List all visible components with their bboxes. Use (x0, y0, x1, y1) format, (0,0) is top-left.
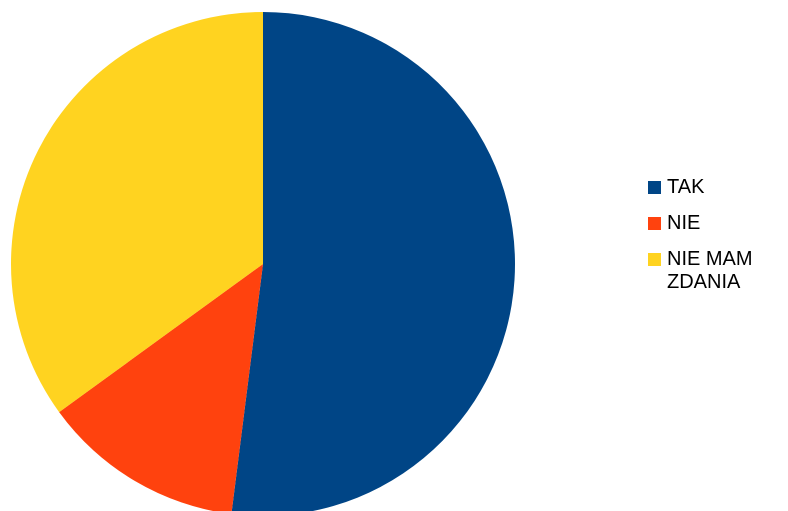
chart-legend: TAK NIE NIE MAM ZDANIA (648, 176, 753, 307)
legend-label: TAK (667, 176, 705, 198)
legend-item: NIE MAM ZDANIA (648, 248, 753, 294)
pie-slice-nie-mam-zdania (10, 12, 263, 413)
legend-label: NIE (667, 212, 701, 234)
pie-slice-nie (59, 264, 263, 511)
legend-item: TAK (648, 176, 753, 199)
pie-slice-tak (231, 12, 515, 511)
legend-swatch (648, 253, 661, 266)
legend-swatch (648, 181, 661, 194)
legend-swatch (648, 217, 661, 230)
legend-item: NIE (648, 212, 753, 235)
legend-label: NIE MAM ZDANIA (667, 248, 753, 293)
